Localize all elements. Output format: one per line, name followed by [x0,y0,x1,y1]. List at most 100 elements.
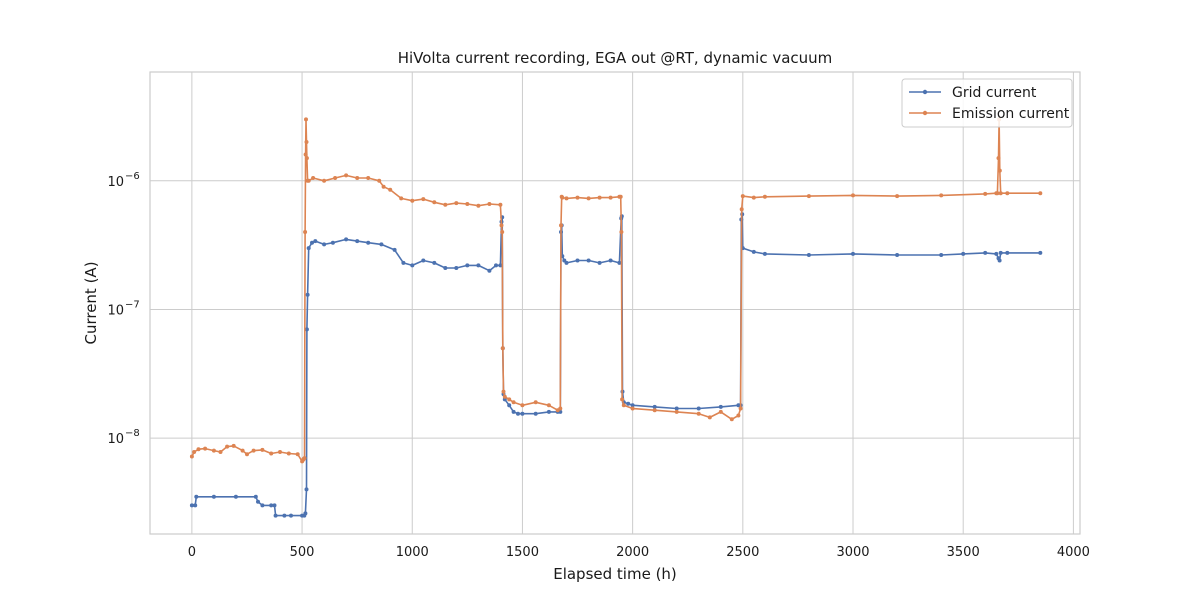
data-point [231,443,236,448]
data-point [575,258,580,263]
data-point [465,202,470,206]
data-point [322,242,327,247]
data-point [718,409,723,414]
data-point [366,176,371,180]
data-point [282,513,287,518]
data-point [597,260,602,265]
data-point [546,403,551,408]
data-point [586,258,591,263]
data-point [421,258,426,263]
data-point [410,198,415,203]
data-point [851,251,855,256]
data-point [233,494,238,499]
data-point [511,409,516,414]
data-point [465,263,470,268]
plot-area [149,71,1081,535]
data-point [939,193,944,198]
data-point [619,230,624,234]
legend-entry: Emission current [909,106,1070,122]
data-point [630,403,635,408]
legend-marker [922,89,928,95]
data-point [443,202,448,207]
data-point [322,178,327,183]
legend-label: Grid current [952,85,1037,101]
legend-entry: Grid current [909,85,1037,101]
data-point [304,487,309,492]
data-point [196,447,201,452]
data-point [330,240,335,245]
data-point [494,263,498,268]
data-point [617,260,622,265]
series-1 [189,117,1043,464]
data-point [381,184,386,189]
data-point [311,176,316,180]
data-point [559,223,563,228]
data-point [998,250,1003,255]
data-point [762,251,767,256]
data-point [499,223,504,228]
legend-marker [922,110,928,116]
data-point [304,327,309,332]
data-point [272,503,277,508]
data-point [193,503,198,508]
data-point [251,448,256,453]
data-point [303,511,308,516]
y-tick-label: 10 [107,432,124,447]
data-point [377,178,382,183]
data-point [707,415,712,420]
data-point [344,173,349,178]
data-point [278,450,282,454]
x-tick-label: 500 [290,545,315,560]
data-point [388,187,393,192]
data-point [306,246,311,251]
data-point [269,503,274,508]
data-point [1005,191,1010,196]
data-point [203,446,208,451]
data-point [560,195,565,200]
data-point [652,408,657,413]
data-point [511,400,516,405]
data-point [313,239,318,244]
data-point [608,258,613,263]
legend: Grid current Emission current [901,78,1073,128]
data-point [273,513,278,518]
data-point [997,168,1002,173]
data-point [520,411,525,416]
data-point [189,454,194,459]
data-point [696,411,701,416]
x-tick-label: 1500 [506,545,539,560]
x-tick-label: 2500 [726,545,759,560]
data-point [729,417,734,422]
data-point [189,503,194,508]
y-tick-label: 10 [107,303,124,318]
data-point [751,195,756,200]
data-point [620,397,625,402]
data-point [546,409,551,414]
data-point [305,292,310,297]
data-point [533,400,538,405]
x-tick-label: 1000 [396,545,429,560]
x-tick-label: 4000 [1057,545,1090,560]
legend-label: Emission current [952,106,1070,122]
data-point [520,403,525,408]
data-point [674,409,679,414]
data-point [895,253,900,257]
y-axis-ticks: 10−810−710−6 [107,171,139,447]
data-point [286,451,291,456]
legend-box [901,78,1073,128]
data-point [575,195,580,200]
data-point [218,450,223,454]
data-point [997,258,1002,263]
data-point [421,197,426,202]
data-point [618,194,623,199]
data-point [245,452,249,457]
data-point [498,202,503,207]
x-axis-label: Elapsed time (h) [553,565,677,583]
data-point [994,251,999,256]
data-point [304,140,309,144]
data-point [487,202,492,206]
data-point [983,191,988,196]
data-point [806,194,811,199]
data-point [851,193,855,198]
